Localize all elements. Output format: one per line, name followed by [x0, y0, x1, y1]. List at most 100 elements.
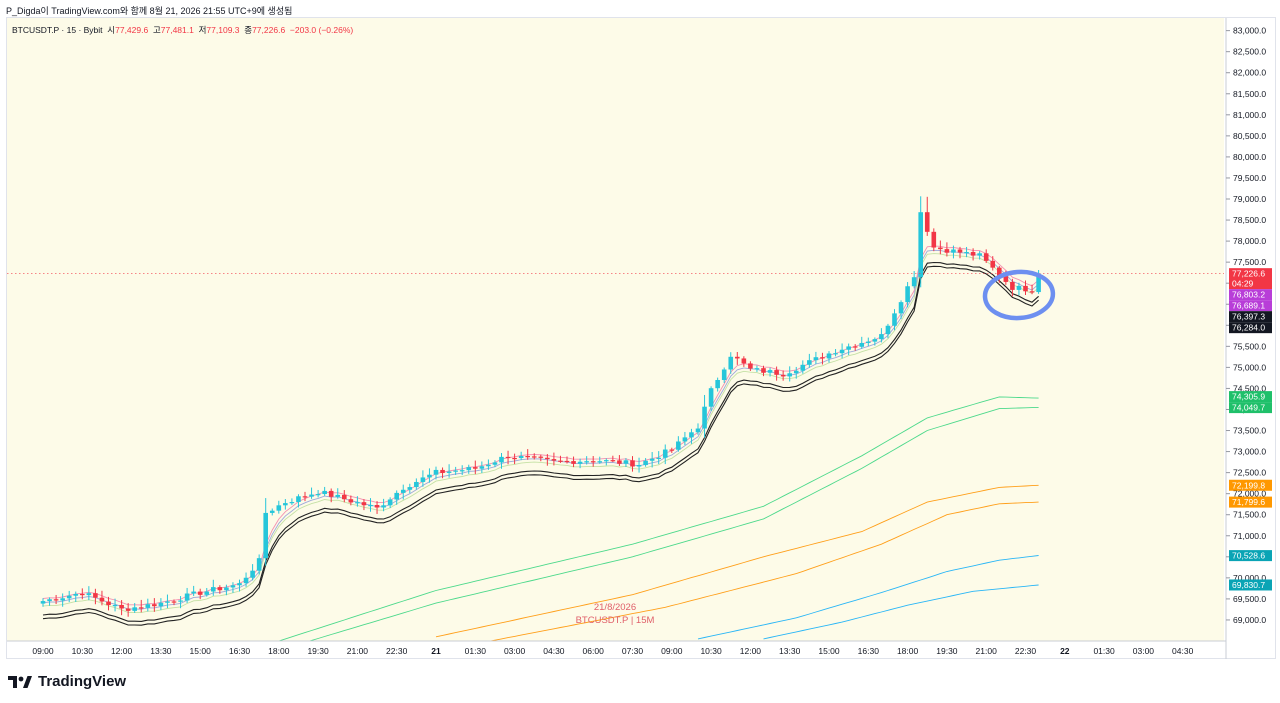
candle-body[interactable] — [276, 505, 282, 511]
candle-body[interactable] — [571, 461, 576, 464]
candle-body[interactable] — [40, 601, 46, 604]
candle-body[interactable] — [951, 249, 956, 253]
price-badge[interactable] — [1229, 268, 1272, 290]
candle-body[interactable] — [158, 602, 164, 607]
candle-body[interactable] — [918, 212, 923, 278]
candle-body[interactable] — [977, 253, 982, 256]
candle-body[interactable] — [250, 570, 255, 578]
price-badge[interactable] — [1229, 300, 1272, 312]
candle-body[interactable] — [780, 374, 786, 377]
candle-body[interactable] — [761, 368, 766, 373]
candle-body[interactable] — [754, 368, 760, 370]
candle-body[interactable] — [60, 598, 65, 601]
annotation-circle[interactable] — [982, 269, 1056, 321]
candle-body[interactable] — [617, 460, 622, 464]
candle-body[interactable] — [983, 253, 989, 261]
candle-body[interactable] — [394, 492, 399, 500]
candle-body[interactable] — [1023, 285, 1028, 292]
candle-body[interactable] — [558, 460, 563, 462]
candle-body[interactable] — [119, 604, 124, 609]
candle-body[interactable] — [852, 346, 858, 348]
candle-body[interactable] — [145, 604, 151, 608]
candle-body[interactable] — [885, 325, 891, 335]
candle-body[interactable] — [440, 469, 445, 473]
candle-body[interactable] — [414, 481, 419, 488]
candle-body[interactable] — [584, 461, 589, 463]
candle-body[interactable] — [152, 604, 157, 607]
candle-body[interactable] — [708, 388, 714, 407]
candle-body[interactable] — [538, 456, 544, 458]
price-badge[interactable] — [1229, 322, 1272, 334]
candle-body[interactable] — [191, 591, 196, 594]
candle-body[interactable] — [138, 607, 144, 609]
candle-body[interactable] — [165, 601, 170, 603]
candle-body[interactable] — [407, 487, 413, 490]
candle-body[interactable] — [695, 428, 701, 433]
candle-body[interactable] — [826, 353, 832, 359]
candle-body[interactable] — [813, 357, 819, 361]
candle-body[interactable] — [224, 587, 229, 591]
price-badge[interactable] — [1229, 402, 1272, 414]
candle-body[interactable] — [564, 460, 570, 463]
candle-body[interactable] — [73, 593, 79, 596]
candle-body[interactable] — [1003, 276, 1009, 282]
footer-logo[interactable]: TradingView — [8, 673, 126, 690]
candle-body[interactable] — [86, 593, 92, 596]
candle-body[interactable] — [420, 477, 426, 482]
price-badge[interactable] — [1229, 311, 1272, 323]
candle-body[interactable] — [767, 370, 773, 373]
candle-body[interactable] — [256, 558, 262, 571]
candle-body[interactable] — [309, 494, 314, 497]
candle-body[interactable] — [531, 456, 537, 458]
candle-body[interactable] — [944, 249, 950, 253]
candle-body[interactable] — [315, 494, 321, 496]
candle-body[interactable] — [990, 260, 996, 268]
candle-body[interactable] — [427, 474, 432, 478]
candle-body[interactable] — [211, 587, 216, 592]
candle-body[interactable] — [374, 505, 380, 508]
candle-body[interactable] — [892, 313, 897, 326]
candle-body[interactable] — [964, 252, 969, 254]
candle-body[interactable] — [728, 356, 734, 370]
candle-body[interactable] — [112, 604, 118, 607]
candle-body[interactable] — [466, 467, 472, 471]
candle-body[interactable] — [459, 470, 465, 472]
symbol-title[interactable]: BTCUSDT.P · 15 · Bybit — [12, 25, 103, 35]
candle-body[interactable] — [610, 460, 616, 462]
candle-body[interactable] — [924, 212, 930, 232]
candle-body[interactable] — [217, 587, 223, 591]
candle-body[interactable] — [328, 490, 334, 497]
candle-body[interactable] — [643, 460, 648, 466]
candle-body[interactable] — [296, 496, 301, 503]
candle-body[interactable] — [590, 461, 596, 463]
candle-body[interactable] — [400, 489, 406, 493]
candle-body[interactable] — [820, 357, 825, 359]
candle-body[interactable] — [623, 460, 629, 464]
candle-body[interactable] — [800, 364, 806, 371]
candle-body[interactable] — [604, 460, 609, 462]
candle-body[interactable] — [47, 599, 52, 602]
candle-body[interactable] — [302, 496, 308, 498]
candle-body[interactable] — [787, 373, 792, 377]
price-badge[interactable] — [1229, 479, 1272, 491]
candle-body[interactable] — [381, 505, 386, 508]
candle-body[interactable] — [577, 461, 583, 464]
candle-body[interactable] — [53, 599, 59, 601]
candle-body[interactable] — [682, 437, 688, 442]
candle-body[interactable] — [689, 432, 694, 438]
candle-body[interactable] — [748, 363, 753, 369]
candle-body[interactable] — [551, 459, 557, 461]
candle-body[interactable] — [368, 505, 373, 507]
candle-body[interactable] — [433, 469, 439, 475]
candle-body[interactable] — [204, 591, 210, 595]
candle-body[interactable] — [499, 456, 504, 463]
candle-body[interactable] — [997, 267, 1002, 277]
candle-body[interactable] — [911, 277, 917, 287]
candle-body[interactable] — [597, 461, 603, 463]
candle-body[interactable] — [355, 502, 360, 504]
candle-body[interactable] — [1010, 281, 1015, 290]
candle-body[interactable] — [80, 593, 85, 596]
candle-body[interactable] — [839, 349, 845, 354]
candle-body[interactable] — [125, 608, 131, 611]
